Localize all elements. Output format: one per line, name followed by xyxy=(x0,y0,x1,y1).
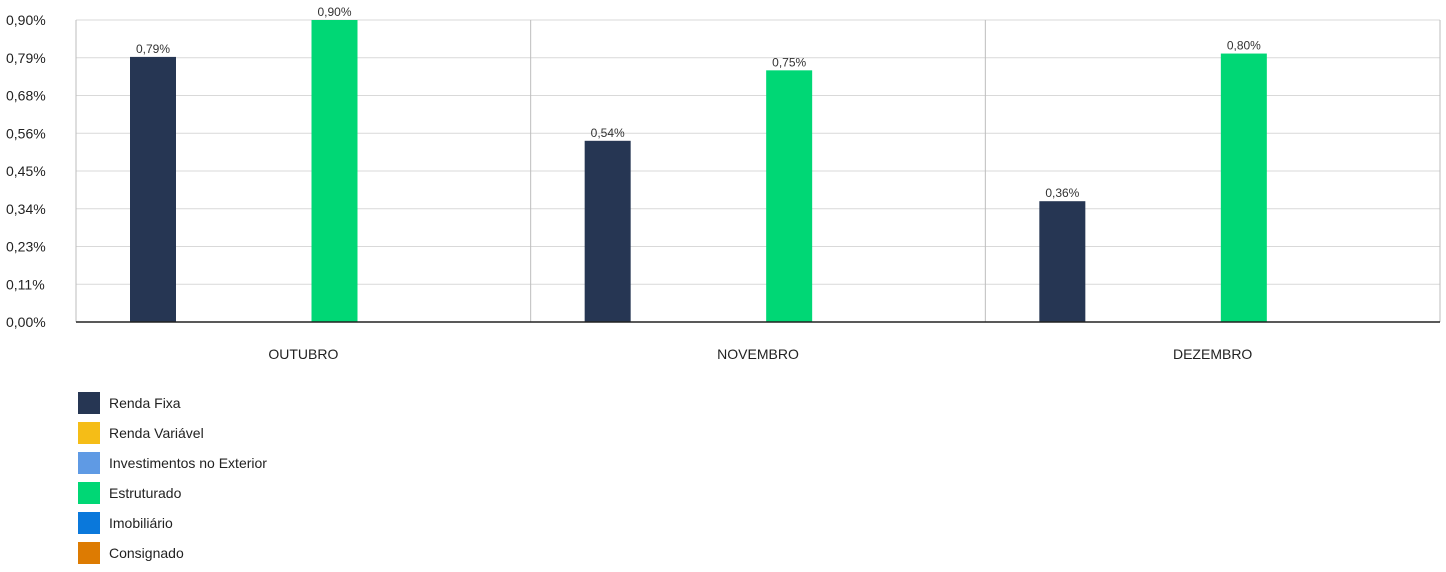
legend-item-estruturado[interactable]: Estruturado xyxy=(78,482,267,504)
y-tick-label: 0,11% xyxy=(6,276,45,292)
legend-item-renda-fixa[interactable]: Renda Fixa xyxy=(78,392,267,414)
legend-swatch xyxy=(78,452,100,474)
bar xyxy=(1039,201,1086,322)
bar xyxy=(766,70,813,322)
bar xyxy=(130,56,176,323)
x-tick-label: OUTUBRO xyxy=(268,346,338,362)
data-label: 0,36% xyxy=(1045,186,1079,200)
legend-swatch xyxy=(78,482,100,504)
data-label: 0,80% xyxy=(1227,39,1261,53)
data-label: 0,54% xyxy=(591,126,625,140)
legend-item-renda-variavel[interactable]: Renda Variável xyxy=(78,422,267,444)
legend-swatch xyxy=(78,542,100,564)
y-tick-label: 0,34% xyxy=(6,201,46,217)
legend-label: Investimentos no Exterior xyxy=(109,455,267,471)
data-label: 0,90% xyxy=(317,5,351,19)
x-tick-label: DEZEMBRO xyxy=(1173,346,1252,362)
legend-label: Estruturado xyxy=(109,485,182,501)
y-tick-label: 0,56% xyxy=(6,125,46,141)
legend-swatch xyxy=(78,422,100,444)
bar xyxy=(1220,53,1267,323)
data-label: 0,75% xyxy=(772,55,806,69)
chart-legend: Renda Fixa Renda Variável Investimentos … xyxy=(78,392,267,572)
y-tick-label: 0,90% xyxy=(6,12,46,28)
y-tick-label: 0,23% xyxy=(6,239,46,255)
legend-item-investimentos-exterior[interactable]: Investimentos no Exterior xyxy=(78,452,267,474)
legend-item-consignado[interactable]: Consignado xyxy=(78,542,267,564)
y-tick-label: 0,68% xyxy=(6,88,46,104)
legend-item-imobiliario[interactable]: Imobiliário xyxy=(78,512,267,534)
x-tick-label: NOVEMBRO xyxy=(717,346,799,362)
legend-swatch xyxy=(78,392,100,414)
legend-label: Renda Variável xyxy=(109,425,204,441)
bar xyxy=(584,140,631,322)
legend-label: Renda Fixa xyxy=(109,395,181,411)
y-tick-label: 0,45% xyxy=(6,163,46,179)
legend-swatch xyxy=(78,512,100,534)
legend-label: Imobiliário xyxy=(109,515,173,531)
bar-chart: 0,00% 0,11% 0,23% 0,34% 0,45% 0,56% 0,68% 0,79%… xyxy=(6,5,1441,362)
legend-label: Consignado xyxy=(109,545,184,561)
y-tick-label: 0,00% xyxy=(6,314,46,330)
bar xyxy=(311,20,358,322)
y-tick-label: 0,79% xyxy=(6,50,46,66)
data-label: 0,79% xyxy=(136,42,170,56)
